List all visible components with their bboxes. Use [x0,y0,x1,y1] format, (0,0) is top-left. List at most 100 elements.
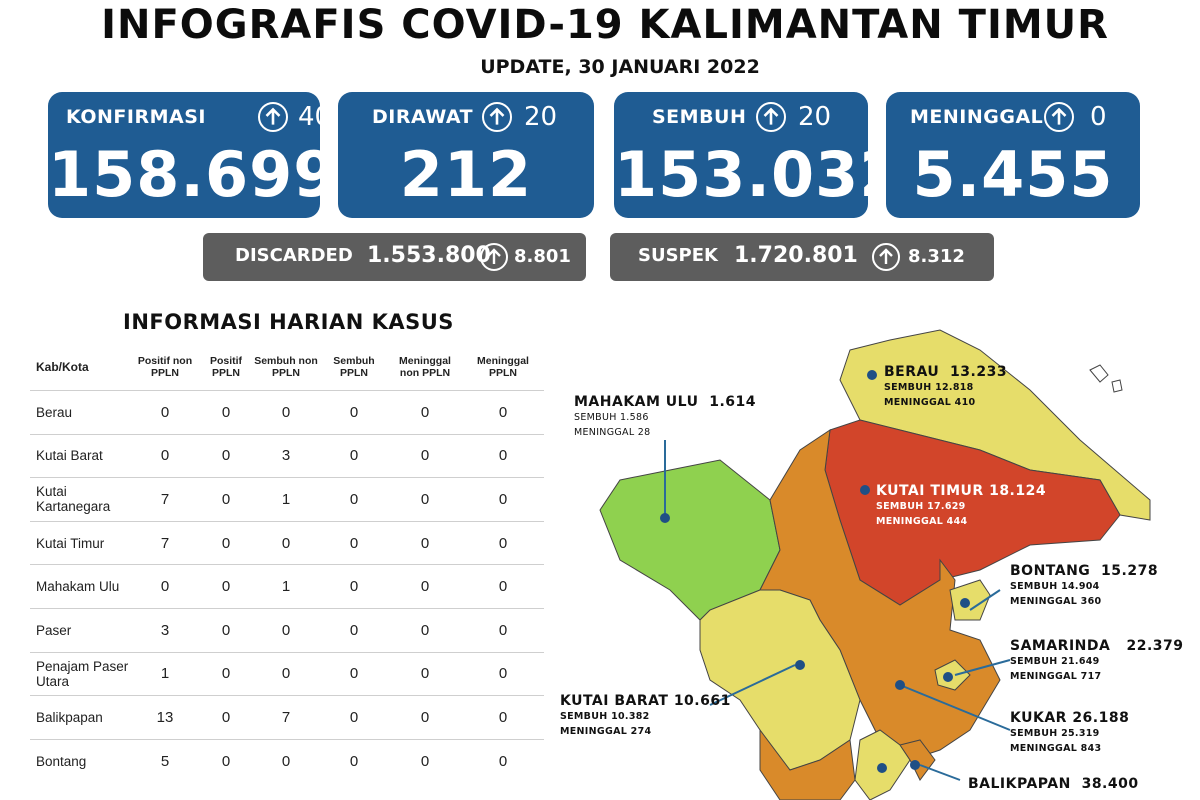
region-name: MAHAKAM ULU [574,394,699,410]
row-name: Penajam Paser Utara [30,651,130,696]
row-value: 0 [388,564,462,609]
discarded-value: 1.553.800 [367,243,491,268]
region-sembuh: SEMBUH 17.629 [876,501,966,512]
row-value: 0 [420,403,430,421]
suspek-label: SUSPEK [638,245,718,266]
row-value: 0 [252,607,320,653]
row-name: Kutai Kartanegara [30,477,130,522]
region-bontang [949,579,991,621]
discarded-delta: 8.801 [514,246,571,267]
region-sembuh: SEMBUH 14.904 [1010,581,1100,592]
region-total: 26.188 [1072,710,1130,726]
row-value: 0 [252,520,320,565]
update-date: UPDATE, 30 JANUARI 2022 [480,56,760,78]
label-samarinda: SAMARINDA 22.379 SEMBUH 21.649 MENINGGAL… [1010,638,1184,684]
row-value: 0 [200,738,252,783]
table-header-row: Kab/Kota Positif non PPLN Positif PPLN S… [30,344,544,391]
row-value: 7 [252,695,320,740]
row-value: 3 [252,433,320,478]
column-header: Sembuh PPLN [333,355,375,379]
region-meninggal: MENINGGAL 843 [1010,743,1102,754]
row-value: 1 [252,477,320,522]
island [1111,379,1123,393]
table-row: Penajam Paser Utara 1 0 0 0 0 0 [30,651,544,696]
column-header: Positif PPLN [209,355,243,379]
row-value: 0 [320,520,388,565]
row-name: Mahakam Ulu [30,564,130,609]
location-dot-icon [943,672,953,682]
row-value: 0 [462,433,544,478]
region-meninggal: MENINGGAL 360 [1010,596,1102,607]
region-meninggal: MENINGGAL 274 [560,726,652,737]
row-value: 0 [388,607,462,653]
row-value: 1 [130,651,200,696]
card-konfirmasi: KONFIRMASI 40 158.699 [48,92,338,218]
row-value: 0 [462,651,544,696]
region-name: KUTAI TIMUR [876,483,984,499]
region-sembuh: SEMBUH 10.382 [560,711,650,722]
label-kukar: KUKAR 26.188 SEMBUH 25.319 MENINGGAL 843 [1010,710,1129,756]
region-total: 10.661 [673,693,731,709]
row-value: 0 [130,564,200,609]
region-total: 38.400 [1081,776,1139,792]
row-value: 0 [462,477,544,522]
table-row: Mahakam Ulu 0 0 1 0 0 0 [30,564,544,609]
table-row: Paser 3 0 0 0 0 0 [30,607,544,653]
row-value: 0 [388,695,462,740]
row-value: 0 [130,433,200,478]
column-header: Meninggal non PPLN [399,355,451,379]
daily-cases-table: Kab/Kota Positif non PPLN Positif PPLN S… [30,344,544,783]
card-value: 153.032 [614,138,904,211]
arrow-up-circle-icon [1044,102,1074,132]
column-header: Kab/Kota [36,360,89,374]
table-row: Kutai Barat 0 0 3 0 0 0 [30,433,544,478]
card-delta: 20 [798,102,832,132]
row-value: 0 [388,433,462,478]
row-value: 0 [200,607,252,653]
label-bontang: BONTANG 15.278 SEMBUH 14.904 MENINGGAL 3… [1010,563,1158,609]
location-dot-icon [910,760,920,770]
row-value: 0 [388,520,462,565]
row-value: 0 [388,738,462,783]
location-dot-icon [860,485,870,495]
discarded-label: DISCARDED [235,245,353,266]
region-meninggal: MENINGGAL 717 [1010,671,1102,682]
table-row: Kutai Kartanegara 7 0 1 0 0 0 [30,477,544,522]
row-value: 0 [320,695,388,740]
label-balikpapan: BALIKPAPAN 38.400 [968,776,1139,792]
card-value: 158.699 [48,138,338,211]
region-total: 1.614 [709,394,757,410]
region-sembuh: SEMBUH 12.818 [884,382,974,393]
card-sembuh: SEMBUH 20 153.032 [614,92,904,218]
region-paser [759,728,856,800]
region-sembuh: SEMBUH 21.649 [1010,656,1100,667]
row-value: 0 [320,477,388,522]
row-value: 0 [200,520,252,565]
island [1089,364,1109,383]
location-dot-icon [960,598,970,608]
row-value: 0 [320,564,388,609]
row-value: 0 [320,433,388,478]
row-value: 0 [462,520,544,565]
row-value: 0 [252,738,320,783]
region-name: KUKAR [1010,710,1067,726]
card-delta: 0 [1090,102,1107,132]
row-value: 0 [200,695,252,740]
row-value: 0 [160,403,170,421]
row-name: Kutai Barat [30,433,130,478]
card-delta: 20 [524,102,558,132]
region-name: BERAU [884,364,940,380]
row-value: 0 [200,433,252,478]
label-kutai-barat: KUTAI BARAT 10.661 SEMBUH 10.382 MENINGG… [560,693,731,739]
row-name: Bontang [30,738,130,783]
row-name: Paser [30,607,130,653]
region-sembuh: SEMBUH 25.319 [1010,728,1100,739]
row-value: 0 [221,403,231,421]
column-header: Meninggal PPLN [477,355,529,379]
region-sembuh: SEMBUH 1.586 [574,412,649,423]
row-value: 0 [349,403,359,421]
card-label: SEMBUH [652,106,747,128]
region-meninggal: MENINGGAL 410 [884,397,976,408]
location-dot-icon [795,660,805,670]
column-header: Positif non PPLN [137,355,193,379]
